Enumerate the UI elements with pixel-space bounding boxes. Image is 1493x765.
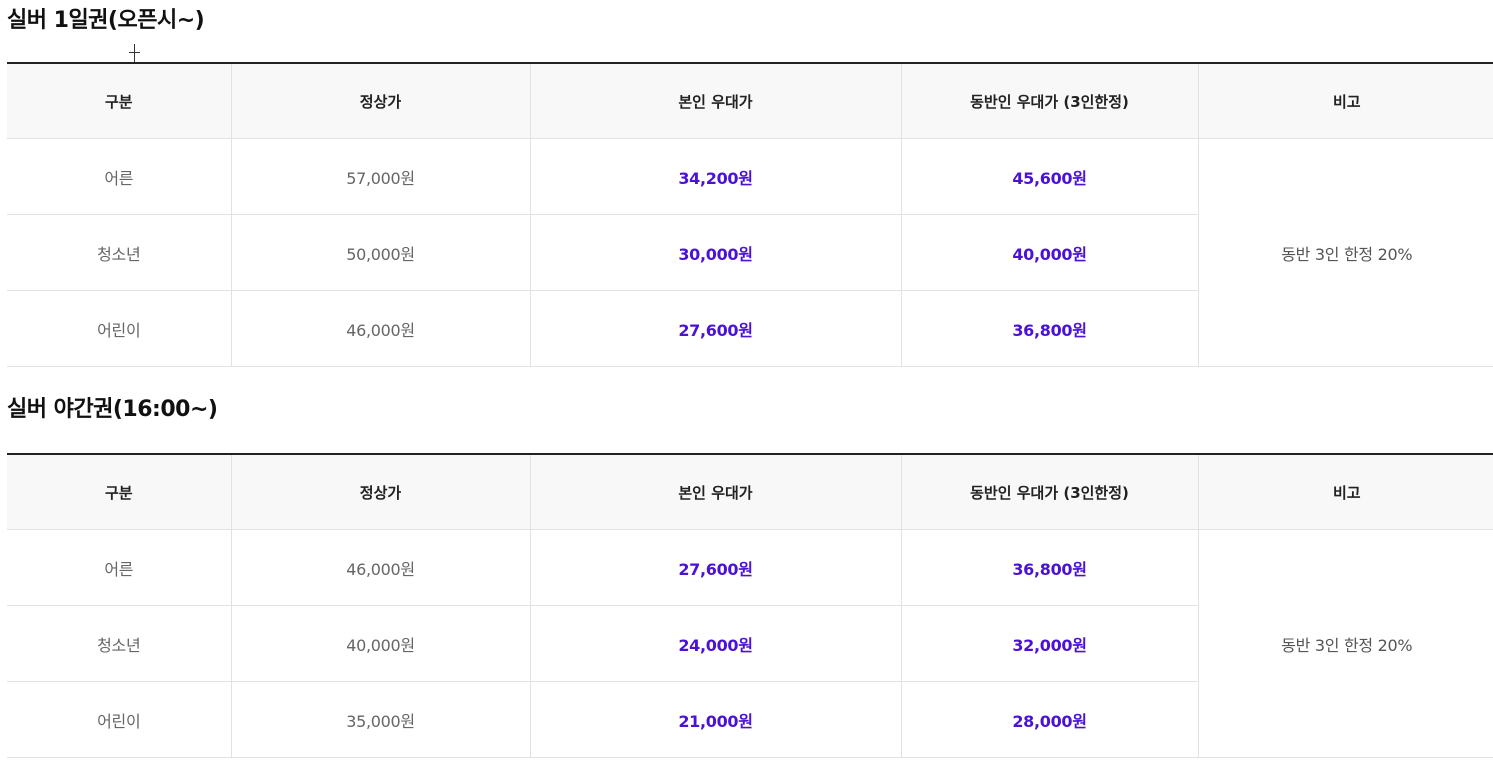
category-cell: 청소년: [7, 214, 231, 291]
table-row: 청소년 50,000원 30,000원 40,000원: [7, 214, 1493, 291]
regular-price-cell: 35,000원: [230, 681, 530, 758]
regular-price-cell: 40,000원: [230, 605, 530, 682]
header-self-discount: 본인 우대가: [529, 63, 901, 139]
companion-price-cell: 40,000원: [900, 214, 1198, 291]
header-note: 비고: [1197, 63, 1493, 139]
header-category: 구분: [7, 454, 231, 530]
companion-price-cell: 45,600원: [900, 138, 1198, 215]
section-title: 실버 1일권(오픈시~): [7, 8, 205, 33]
companion-price-cell: 36,800원: [900, 290, 1198, 367]
header-self-discount: 본인 우대가: [529, 454, 901, 530]
category-cell: 어린이: [7, 681, 231, 758]
self-price-cell: 27,600원: [529, 290, 901, 367]
table-row: 어린이 35,000원 21,000원 28,000원: [7, 681, 1493, 758]
price-table: 구분 정상가 본인 우대가 동반인 우대가 (3인한정) 비고 어른 46,00…: [7, 453, 1493, 758]
silver-day-pass-section: 실버 1일권(오픈시~) 구분 정상가 본인 우대가 동반인 우대가 (3인한정…: [7, 0, 1493, 367]
header-regular-price: 정상가: [230, 454, 530, 530]
table-row: 어린이 46,000원 27,600원 36,800원: [7, 290, 1493, 367]
table-header-row: 구분 정상가 본인 우대가 동반인 우대가 (3인한정) 비고: [7, 63, 1493, 139]
silver-night-pass-section: 실버 야간권(16:00~) 구분 정상가 본인 우대가 동반인 우대가 (3인…: [7, 391, 1493, 758]
table-row: 어른 46,000원 27,600원 36,800원 동반 3인 한정 20%: [7, 529, 1493, 758]
regular-price-cell: 46,000원: [230, 529, 530, 606]
regular-price-cell: 57,000원: [230, 138, 530, 215]
table-row: 청소년 40,000원 24,000원 32,000원: [7, 605, 1493, 682]
self-price-cell: 27,600원: [529, 529, 901, 606]
companion-price-cell: 36,800원: [900, 529, 1198, 606]
self-price-cell: 21,000원: [529, 681, 901, 758]
companion-price-cell: 28,000원: [900, 681, 1198, 758]
text-cursor-icon: [129, 44, 140, 62]
self-price-cell: 24,000원: [529, 605, 901, 682]
category-cell: 어른: [7, 138, 231, 215]
header-regular-price: 정상가: [230, 63, 530, 139]
category-cell: 어린이: [7, 290, 231, 367]
header-category: 구분: [7, 63, 231, 139]
note-cell: 동반 3인 한정 20%: [1197, 138, 1493, 367]
header-companion-discount: 동반인 우대가 (3인한정): [900, 63, 1198, 139]
self-price-cell: 30,000원: [529, 214, 901, 291]
table-header-row: 구분 정상가 본인 우대가 동반인 우대가 (3인한정) 비고: [7, 454, 1493, 530]
category-cell: 청소년: [7, 605, 231, 682]
table-row: 어른 57,000원 34,200원 45,600원 동반 3인 한정 20%: [7, 138, 1493, 367]
category-cell: 어른: [7, 529, 231, 606]
header-companion-discount: 동반인 우대가 (3인한정): [900, 454, 1198, 530]
companion-price-cell: 32,000원: [900, 605, 1198, 682]
self-price-cell: 34,200원: [529, 138, 901, 215]
section-title: 실버 야간권(16:00~): [7, 397, 218, 422]
price-table: 구분 정상가 본인 우대가 동반인 우대가 (3인한정) 비고 어른 57,00…: [7, 62, 1493, 367]
note-cell: 동반 3인 한정 20%: [1197, 529, 1493, 758]
header-note: 비고: [1197, 454, 1493, 530]
regular-price-cell: 50,000원: [230, 214, 530, 291]
regular-price-cell: 46,000원: [230, 290, 530, 367]
